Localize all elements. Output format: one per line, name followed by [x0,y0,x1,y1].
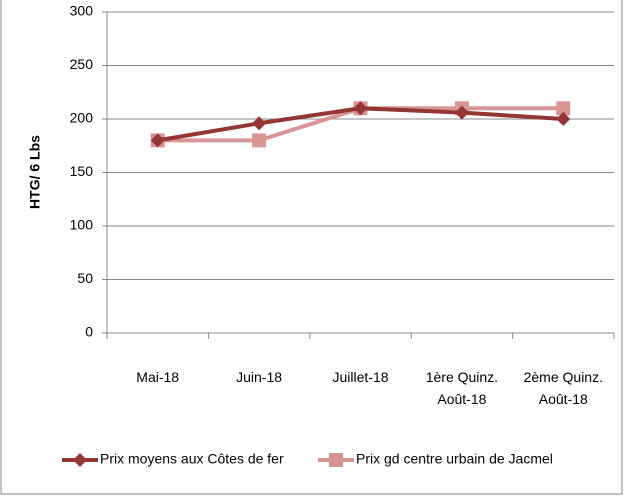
data-point [150,133,165,148]
x-tick-label: 1ère Quinz. Août-18 [425,369,499,407]
legend-label: Prix gd centre urbain de Jacmel [356,451,553,467]
data-point [252,116,267,131]
y-tick-label: 150 [70,163,94,179]
y-axis-label: HTG/ 6 Lbs [27,135,43,209]
data-point [556,101,571,116]
y-tick-label: 100 [70,217,94,233]
legend-marker [329,453,343,467]
data-point [454,105,469,120]
y-tick-label: 250 [70,56,94,72]
data-point [252,133,267,148]
x-tick-label: Juin-18 [236,369,283,385]
y-tick-label: 0 [85,324,93,340]
y-tick-label: 200 [70,110,94,126]
data-point [353,101,368,116]
x-tick-label: 2ème Quinz. Août-18 [523,369,603,407]
data-point [556,112,571,126]
x-tick-label: Mai-18 [136,369,180,385]
y-tick-label: 50 [77,270,93,286]
x-tick-label: Juillet-18 [332,369,389,385]
legend-label: Prix moyens aux Côtes de fer [100,451,284,467]
y-tick-label: 300 [70,3,94,19]
legend-marker [73,453,87,467]
